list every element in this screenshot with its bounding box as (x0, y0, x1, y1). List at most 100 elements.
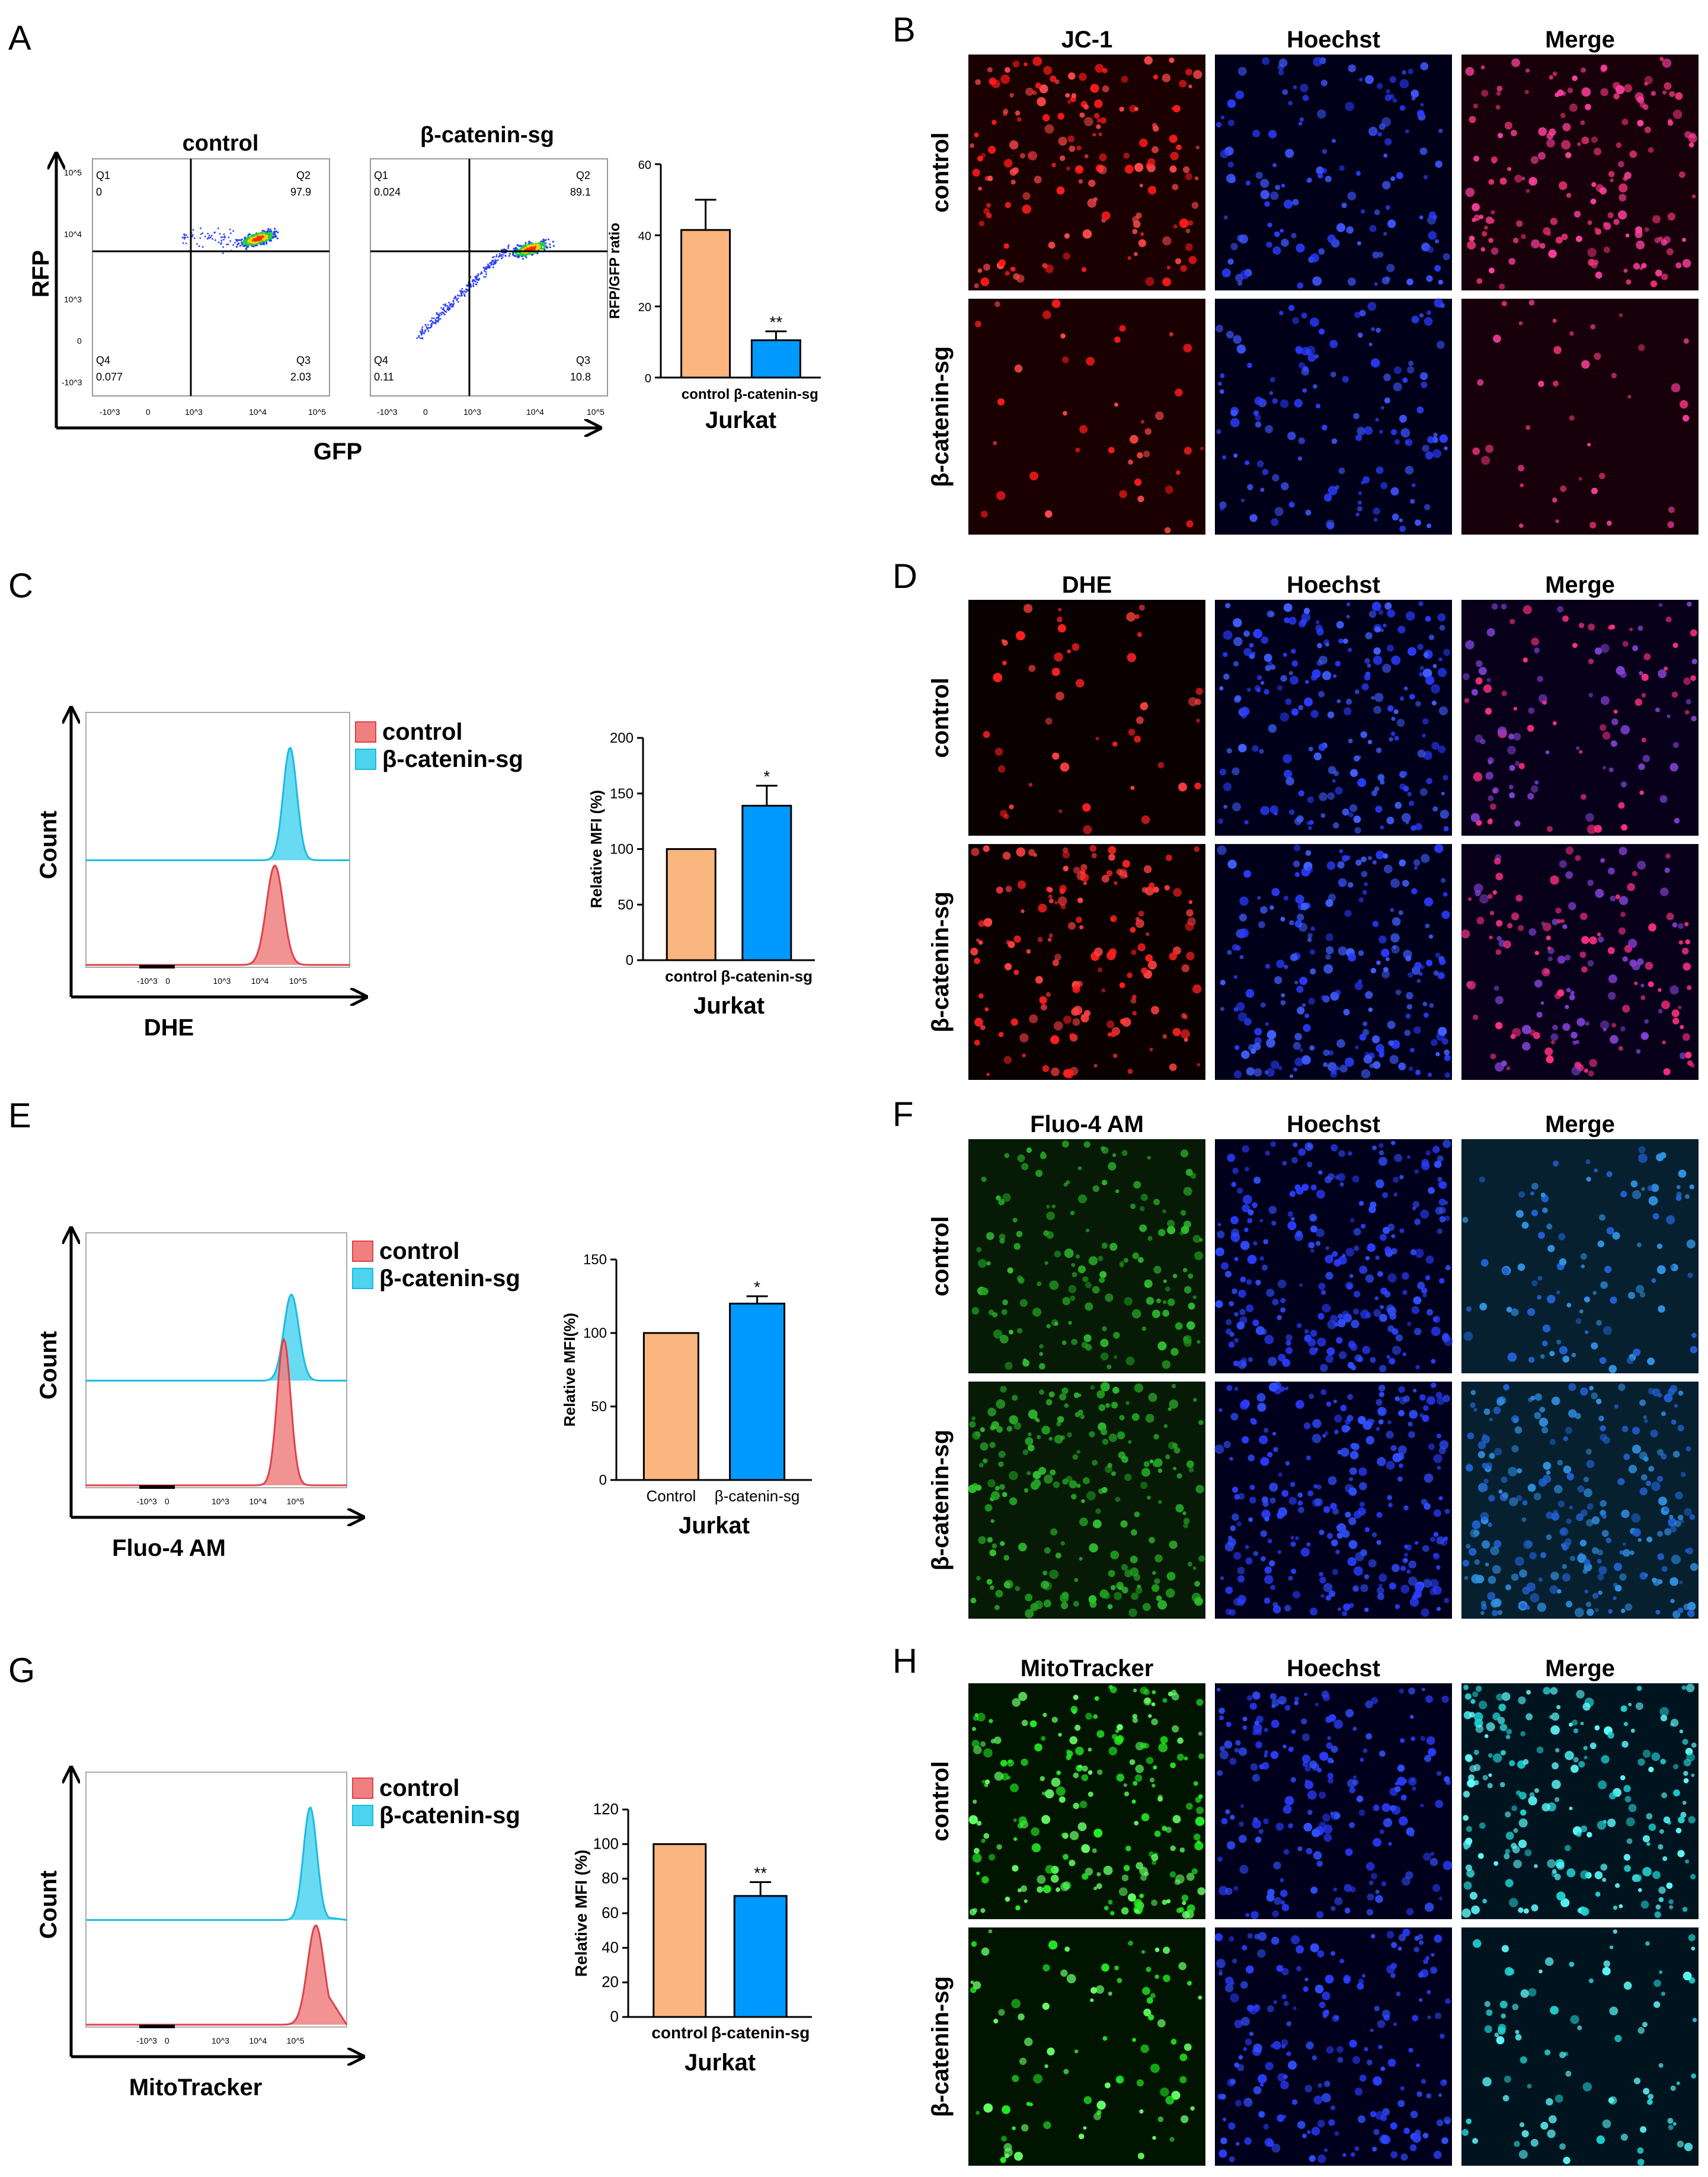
cell-spot (1121, 1564, 1128, 1571)
flow-event-dot (437, 317, 440, 319)
cell-spot (1691, 715, 1697, 722)
cell-spot (1141, 1468, 1150, 1477)
cell-spot (1044, 1547, 1051, 1554)
cell-spot (1485, 445, 1494, 453)
cell-spot (1418, 601, 1424, 606)
cell-spot (1072, 985, 1080, 993)
cell-spot (1608, 767, 1614, 772)
cell-spot (1618, 1046, 1623, 1051)
cell-spot (1522, 1042, 1531, 1051)
flow-event-dot (481, 272, 483, 274)
flow-event-dot (535, 242, 537, 245)
flow-event-dot (495, 254, 498, 256)
cell-spot (1405, 129, 1409, 133)
cell-spot (1515, 1556, 1524, 1566)
cell-spot (1679, 1052, 1687, 1059)
cell-spot (1034, 1743, 1042, 1751)
cell-spot (1309, 1347, 1317, 1356)
cell-spot (1633, 1348, 1640, 1356)
flow-event-dot (477, 274, 479, 276)
cell-spot (1106, 951, 1116, 960)
cell-spot (1345, 1248, 1355, 1257)
cell-spot (1442, 775, 1448, 781)
flow-event-dot (531, 245, 533, 247)
cell-spot (1111, 918, 1115, 922)
cell-spot (1538, 694, 1547, 704)
cell-spot (1589, 522, 1597, 529)
cell-spot (1425, 1150, 1431, 1156)
cell-spot (1616, 142, 1621, 148)
cell-spot (1367, 1243, 1376, 1252)
cell-spot (1581, 87, 1591, 97)
cell-spot (1143, 1461, 1150, 1468)
cell-spot (1597, 932, 1601, 936)
cell-spot (1147, 186, 1157, 195)
cell-spot (996, 1844, 1002, 1850)
cell-spot (1103, 1865, 1113, 1875)
cell-spot (1280, 399, 1289, 408)
cell-spot (1289, 1191, 1296, 1197)
cell-spot (1600, 88, 1608, 97)
cell-spot (1344, 910, 1352, 918)
cell-spot (1257, 896, 1261, 900)
cell-spot (1083, 104, 1089, 110)
legend-label-treated: β-catenin-sg (382, 746, 523, 772)
flow-event-dot (524, 247, 527, 250)
cell-spot (1290, 1536, 1294, 1540)
cell-spot (1584, 1559, 1591, 1566)
cell-spot (991, 120, 997, 125)
cell-spot (1194, 698, 1201, 705)
cell-spot (1487, 819, 1493, 825)
cell-spot (1217, 818, 1224, 824)
cell-spot (1254, 1028, 1262, 1036)
cell-spot (1185, 1169, 1193, 1176)
cell-spot (1437, 1177, 1442, 1182)
cell-spot (1092, 1848, 1097, 1853)
cell-spot (975, 321, 981, 328)
cell-spot (1600, 696, 1610, 705)
cell-spot (1607, 947, 1615, 954)
cell-spot (1534, 1393, 1543, 1401)
cell-spot (1386, 1431, 1394, 1439)
cell-spot (1620, 671, 1627, 678)
cell-spot (1398, 1386, 1405, 1393)
cell-spot (1431, 701, 1437, 706)
flow-event-dot (545, 239, 547, 241)
cell-spot (1392, 1453, 1402, 1463)
flow-event-dot (463, 290, 466, 292)
cell-spot (1352, 1443, 1360, 1451)
cell-spot (1092, 1185, 1100, 1193)
flow-event-dot (485, 273, 487, 276)
cell-spot (1594, 1168, 1598, 1173)
cell-spot (1336, 1337, 1343, 1344)
cell-spot (1414, 1219, 1421, 1225)
cell-spot (1491, 603, 1498, 610)
cell-spot (1233, 335, 1242, 344)
flow-event-dot (434, 319, 437, 321)
cell-spot (1309, 1607, 1318, 1616)
cell-spot (1169, 1063, 1177, 1071)
cell-spot (1399, 696, 1405, 701)
cell-spot (1351, 1365, 1357, 1371)
cell-spot (1184, 1338, 1192, 1347)
cell-spot (1041, 1791, 1046, 1796)
cell-spot (1304, 1142, 1314, 1151)
cell-spot (1314, 354, 1319, 359)
cell-spot (1408, 68, 1414, 75)
cell-spot (1238, 1747, 1248, 1756)
cell-spot (1118, 1585, 1123, 1591)
cell-spot (1244, 1227, 1249, 1232)
cell-spot (1473, 1408, 1478, 1412)
cell-spot (1290, 1541, 1296, 1547)
flow-event-dot (416, 337, 418, 339)
cell-spot (1046, 1204, 1050, 1209)
cell-spot (1361, 871, 1368, 878)
cell-spot (1476, 916, 1485, 925)
flow-event-dot (187, 236, 189, 238)
cell-spot (1426, 1396, 1435, 1405)
cell-spot (1622, 956, 1628, 962)
flow-event-dot (247, 244, 250, 247)
cell-spot (1280, 1297, 1286, 1303)
